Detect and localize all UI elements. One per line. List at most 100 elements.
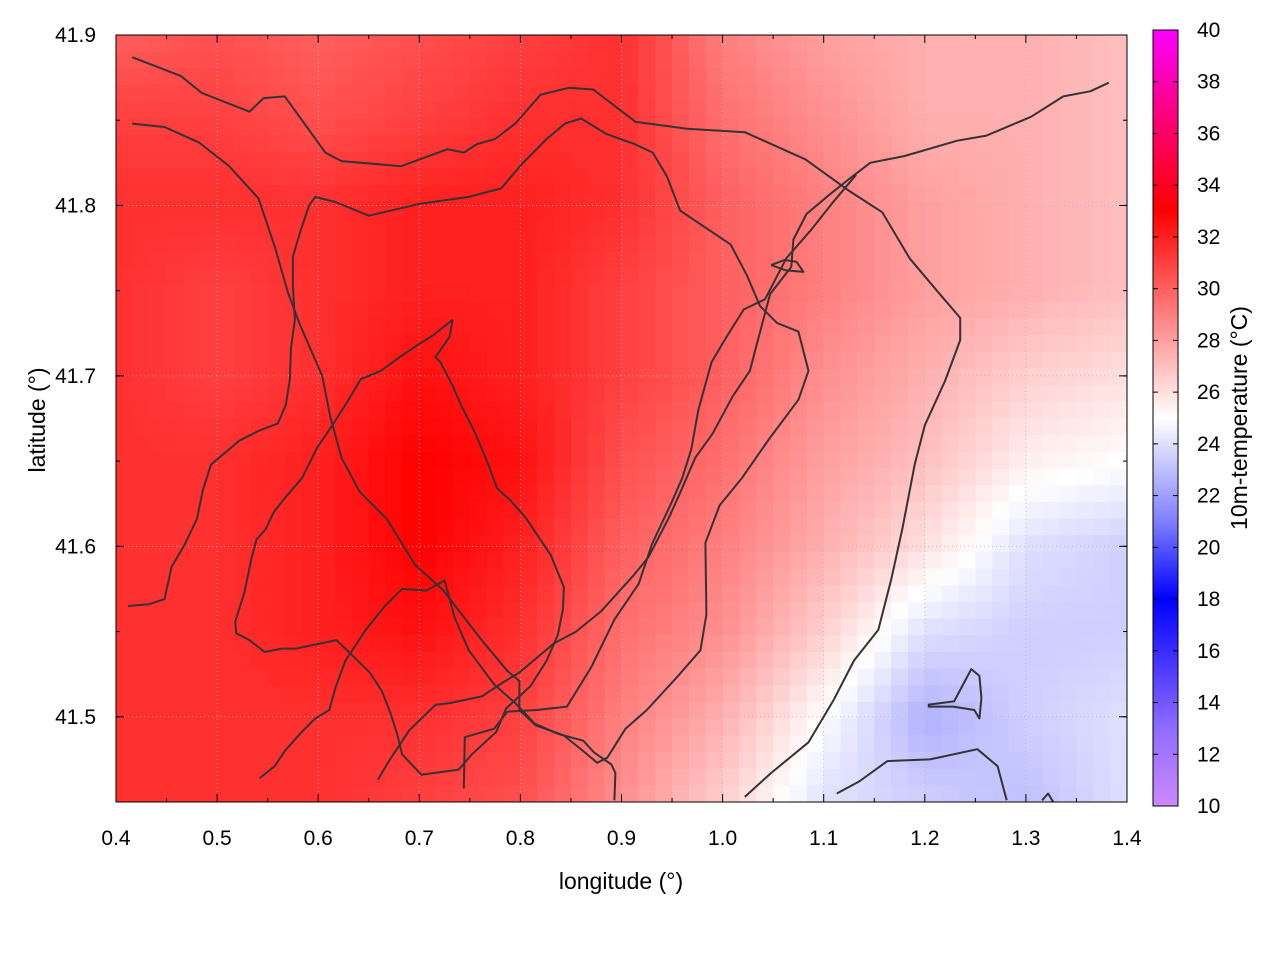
heatmap-cell	[200, 585, 218, 603]
heatmap-cell	[368, 535, 387, 553]
heatmap-cell	[924, 335, 943, 353]
heatmap-cell	[924, 418, 943, 436]
heatmap-cell	[1009, 185, 1027, 203]
heatmap-cell	[503, 418, 521, 436]
heatmap-cell	[132, 435, 151, 453]
heatmap-cell	[1076, 268, 1094, 286]
heatmap-cell	[790, 51, 808, 69]
heatmap-cell	[1110, 735, 1127, 753]
heatmap-cell	[823, 618, 842, 636]
heatmap-cell	[149, 318, 168, 336]
heatmap-cell	[874, 101, 892, 119]
heatmap-cell	[284, 351, 302, 370]
heatmap-cell	[200, 501, 218, 520]
heatmap-cell	[688, 751, 707, 770]
heatmap-cell	[217, 85, 235, 103]
heatmap-cell	[486, 335, 505, 353]
heatmap-cell	[958, 68, 976, 86]
heatmap-cell	[351, 235, 370, 253]
heatmap-cell	[368, 468, 387, 486]
heatmap-cell	[907, 135, 926, 153]
heatmap-cell	[907, 68, 926, 86]
heatmap-cell	[638, 118, 656, 136]
heatmap-cell	[1042, 768, 1061, 786]
heatmap-cell	[604, 235, 623, 253]
heatmap-cell	[486, 151, 505, 169]
heatmap-cell	[756, 351, 774, 370]
heatmap-cell	[486, 118, 505, 136]
heatmap-cell	[385, 335, 404, 353]
heatmap-cell	[233, 785, 252, 802]
heatmap-cell	[520, 735, 538, 753]
heatmap-cell	[233, 735, 252, 753]
heatmap-cell	[217, 435, 235, 453]
heatmap-cell	[1025, 235, 1044, 253]
heatmap-cell	[688, 68, 707, 86]
heatmap-cell	[722, 701, 741, 720]
heatmap-cell	[520, 185, 538, 203]
heatmap-cell	[587, 601, 606, 620]
heatmap-cell	[941, 735, 960, 753]
heatmap-cell	[149, 85, 168, 103]
heatmap-cell	[233, 501, 252, 520]
heatmap-cell	[318, 685, 336, 703]
heatmap-cell	[604, 168, 623, 186]
heatmap-cell	[469, 368, 488, 386]
heatmap-cell	[132, 35, 151, 53]
heatmap-cell	[402, 601, 420, 620]
heatmap-cell	[705, 335, 724, 353]
heatmap-cell	[857, 468, 875, 486]
heatmap-cell	[436, 101, 454, 119]
heatmap-cell	[200, 285, 218, 303]
heatmap-cell	[1076, 568, 1094, 586]
heatmap-cell	[1059, 301, 1078, 320]
heatmap-cell	[267, 768, 286, 786]
x-tick-label: 0.7	[405, 827, 434, 850]
heatmap-cell	[436, 518, 454, 536]
heatmap-cell	[1059, 485, 1078, 503]
heatmap-cell	[924, 351, 943, 370]
heatmap-cell	[1042, 451, 1061, 470]
heatmap-cell	[166, 718, 184, 736]
heatmap-cell	[958, 268, 976, 286]
heatmap-cell	[486, 518, 505, 536]
heatmap-cell	[1076, 601, 1094, 620]
heatmap-cell	[739, 568, 757, 586]
heatmap-cell	[891, 635, 909, 653]
heatmap-cell	[183, 435, 201, 453]
heatmap-cell	[402, 485, 420, 503]
heatmap-cell	[672, 218, 690, 236]
contour-line	[462, 174, 857, 789]
heatmap-cell	[587, 485, 606, 503]
heatmap-cell	[756, 368, 774, 386]
heatmap-cell	[537, 685, 555, 703]
heatmap-cell	[958, 151, 976, 169]
heatmap-cell	[250, 685, 269, 703]
heatmap-cell	[705, 618, 724, 636]
heatmap-cell	[638, 268, 656, 286]
heatmap-cell	[419, 435, 437, 453]
heatmap-cell	[1059, 468, 1078, 486]
heatmap-cell	[570, 768, 589, 786]
heatmap-cell	[520, 368, 538, 386]
heatmap-cell	[773, 785, 791, 802]
heatmap-cell	[469, 51, 488, 69]
heatmap-cell	[570, 685, 589, 703]
heatmap-cell	[1009, 501, 1027, 520]
heatmap-cell	[469, 268, 488, 286]
heatmap-cell	[368, 218, 387, 236]
heatmap-cell	[132, 718, 151, 736]
heatmap-cell	[233, 585, 252, 603]
heatmap-cell	[891, 251, 909, 270]
heatmap-cell	[149, 735, 168, 753]
heatmap-cell	[958, 468, 976, 486]
heatmap-cell	[149, 768, 168, 786]
heatmap-cell	[874, 351, 892, 370]
heatmap-cell	[688, 368, 707, 386]
heatmap-cell	[570, 51, 589, 69]
heatmap-cell	[587, 201, 606, 220]
heatmap-cell	[284, 618, 302, 636]
heatmap-cell	[672, 551, 690, 570]
heatmap-cell	[823, 585, 842, 603]
heatmap-cell	[250, 785, 269, 802]
